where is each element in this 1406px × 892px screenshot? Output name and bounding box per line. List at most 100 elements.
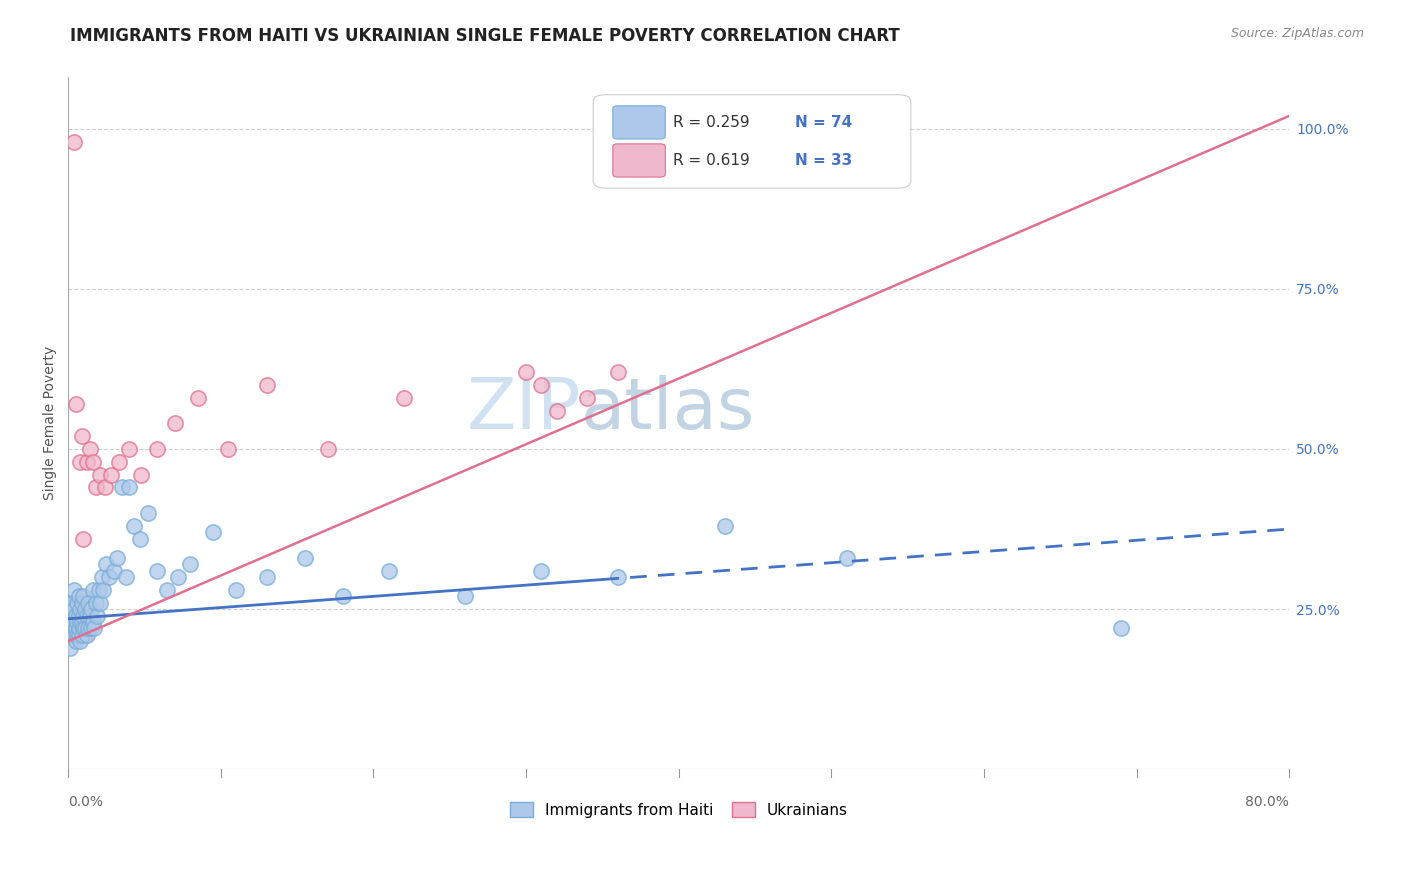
Point [72, 608, 94, 623]
Point [80, 602, 103, 616]
Text: Source: ZipAtlas.com: Source: ZipAtlas.com [1230, 27, 1364, 40]
Point [76, 455, 98, 469]
Point [111, 480, 134, 494]
Point [59, 621, 82, 635]
Point [156, 582, 179, 597]
Point [82, 582, 104, 597]
Point [100, 467, 122, 482]
Point [65, 634, 87, 648]
Point [72, 590, 94, 604]
Point [145, 564, 167, 578]
Point [115, 570, 138, 584]
Point [66, 596, 89, 610]
Text: ZIP: ZIP [467, 375, 581, 444]
Point [76, 628, 98, 642]
Point [65, 621, 87, 635]
Point [66, 628, 89, 642]
Point [94, 480, 117, 494]
Text: R = 0.619: R = 0.619 [672, 153, 749, 168]
Point [73, 628, 96, 642]
Point [62, 596, 84, 610]
Point [835, 550, 858, 565]
Point [218, 442, 240, 456]
Point [60, 628, 83, 642]
Point [167, 570, 190, 584]
Point [129, 532, 152, 546]
Point [454, 590, 477, 604]
Point [107, 455, 129, 469]
Point [294, 550, 316, 565]
Point [316, 442, 339, 456]
Point [67, 621, 90, 635]
Text: 80.0%: 80.0% [1246, 795, 1289, 809]
Point [67, 628, 90, 642]
Text: 0.0%: 0.0% [69, 795, 103, 809]
Point [59, 621, 82, 635]
Point [103, 564, 125, 578]
Point [63, 628, 86, 642]
Point [70, 596, 93, 610]
Text: atlas: atlas [581, 375, 755, 444]
Point [65, 608, 87, 623]
Point [63, 602, 86, 616]
Point [145, 442, 167, 456]
Text: N = 33: N = 33 [794, 153, 852, 168]
Point [87, 582, 110, 597]
Point [79, 608, 101, 623]
Point [69, 455, 91, 469]
Point [530, 564, 553, 578]
Point [606, 365, 628, 379]
Point [76, 608, 98, 623]
Point [131, 467, 153, 482]
Point [91, 582, 114, 597]
Point [98, 570, 121, 584]
Point [62, 621, 84, 635]
FancyBboxPatch shape [593, 95, 911, 188]
Point [90, 570, 112, 584]
Point [118, 480, 141, 494]
Point [67, 590, 90, 604]
Point [66, 615, 89, 629]
Point [606, 570, 628, 584]
Point [77, 621, 100, 635]
Point [122, 519, 145, 533]
Point [65, 397, 87, 411]
Point [256, 570, 278, 584]
Point [70, 628, 93, 642]
Point [67, 608, 90, 623]
Point [713, 519, 735, 533]
Point [63, 135, 86, 149]
Point [256, 378, 278, 392]
Point [72, 621, 94, 635]
Point [69, 602, 91, 616]
Point [82, 455, 104, 469]
Point [62, 615, 84, 629]
Point [69, 615, 91, 629]
Point [89, 467, 111, 482]
Point [530, 378, 553, 392]
Point [96, 558, 118, 572]
Point [82, 615, 104, 629]
Point [63, 615, 86, 629]
Point [1111, 621, 1133, 635]
Point [70, 429, 93, 443]
Point [73, 621, 96, 635]
Point [62, 608, 84, 623]
Point [576, 391, 599, 405]
Point [70, 615, 93, 629]
FancyBboxPatch shape [613, 144, 665, 178]
Point [105, 550, 128, 565]
Text: N = 74: N = 74 [794, 115, 852, 130]
Point [79, 442, 101, 456]
Text: R = 0.259: R = 0.259 [672, 115, 749, 130]
Point [60, 615, 83, 629]
Point [84, 596, 107, 610]
Point [66, 628, 89, 642]
Point [89, 596, 111, 610]
Point [515, 365, 537, 379]
Point [165, 417, 187, 431]
Point [86, 608, 108, 623]
Y-axis label: Single Female Poverty: Single Female Poverty [44, 346, 58, 500]
Point [72, 532, 94, 546]
Point [136, 506, 159, 520]
